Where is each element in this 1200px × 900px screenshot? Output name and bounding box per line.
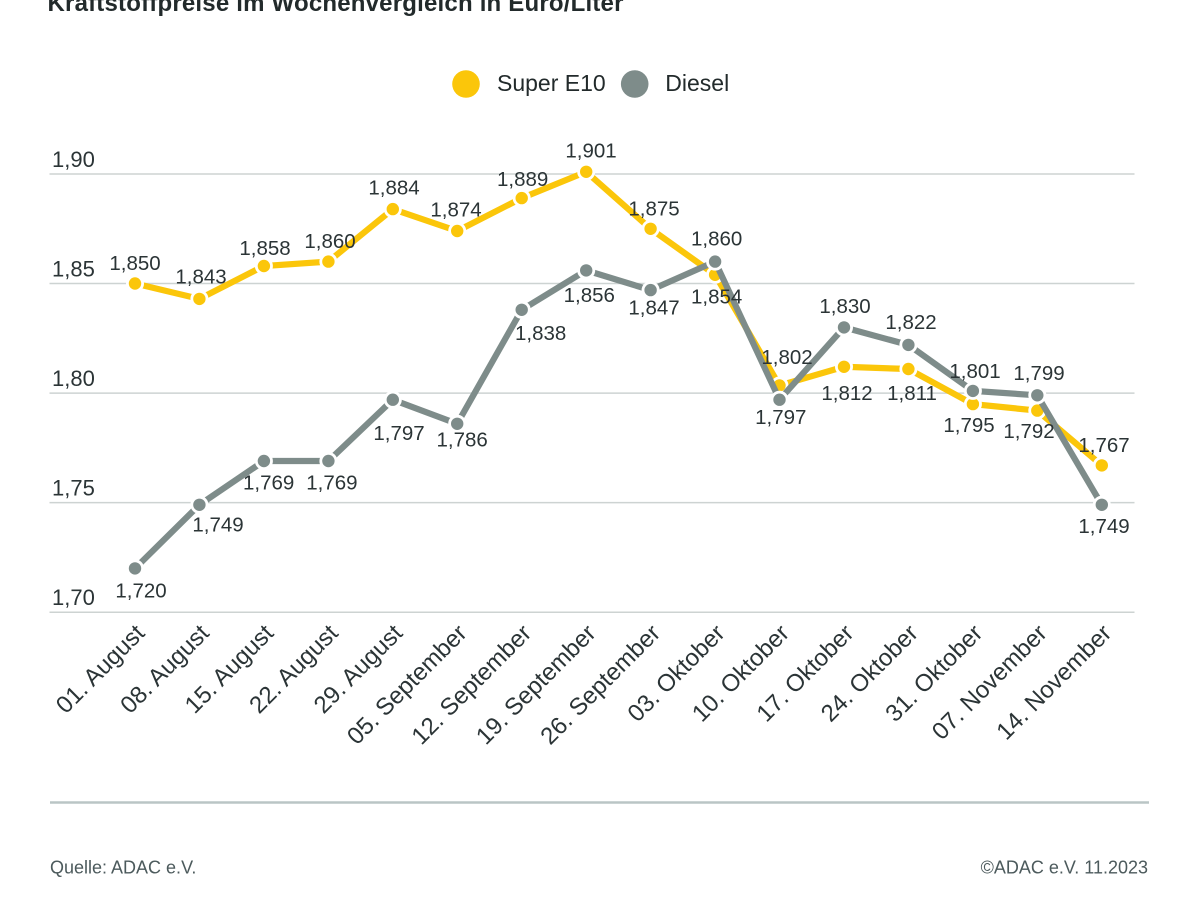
svg-text:1,850: 1,850 <box>109 252 160 275</box>
svg-text:©ADAC e.V. 11.2023: ©ADAC e.V. 11.2023 <box>981 858 1148 878</box>
svg-text:1,838: 1,838 <box>515 322 566 345</box>
svg-text:1,856: 1,856 <box>564 284 615 307</box>
svg-text:1,795: 1,795 <box>943 414 994 437</box>
svg-text:1,786: 1,786 <box>437 429 488 452</box>
svg-text:1,875: 1,875 <box>628 197 679 220</box>
svg-text:Quelle: ADAC e.V.: Quelle: ADAC e.V. <box>50 858 196 878</box>
svg-text:Super E10: Super E10 <box>497 70 606 96</box>
svg-text:1,854: 1,854 <box>691 285 742 308</box>
svg-text:1,811: 1,811 <box>887 382 937 405</box>
svg-text:1,797: 1,797 <box>755 406 806 429</box>
svg-text:1,85: 1,85 <box>52 257 95 282</box>
svg-text:Diesel: Diesel <box>665 70 729 96</box>
svg-text:Kraftstoffpreise im Wochenverg: Kraftstoffpreise im Wochenvergleich in E… <box>48 0 624 17</box>
svg-text:1,797: 1,797 <box>373 422 424 445</box>
svg-text:1,749: 1,749 <box>192 514 243 537</box>
svg-text:1,769: 1,769 <box>306 472 357 495</box>
svg-text:1,847: 1,847 <box>628 297 679 320</box>
svg-text:1,801: 1,801 <box>949 360 1000 383</box>
svg-text:1,874: 1,874 <box>430 199 481 222</box>
svg-text:1,767: 1,767 <box>1078 434 1129 457</box>
svg-text:1,70: 1,70 <box>52 585 95 610</box>
svg-text:1,792: 1,792 <box>1003 420 1054 443</box>
svg-text:1,843: 1,843 <box>175 266 226 289</box>
svg-text:1,860: 1,860 <box>691 228 742 251</box>
svg-text:1,889: 1,889 <box>497 168 548 191</box>
svg-text:1,80: 1,80 <box>52 366 95 391</box>
svg-text:1,802: 1,802 <box>761 346 812 369</box>
svg-text:1,858: 1,858 <box>239 237 290 260</box>
svg-text:1,860: 1,860 <box>304 230 355 253</box>
svg-text:1,90: 1,90 <box>52 147 95 172</box>
svg-text:1,812: 1,812 <box>821 382 872 405</box>
svg-text:1,769: 1,769 <box>243 472 294 495</box>
svg-text:1,901: 1,901 <box>565 140 616 163</box>
svg-text:1,749: 1,749 <box>1078 515 1129 538</box>
svg-text:1,830: 1,830 <box>819 295 870 318</box>
svg-text:1,75: 1,75 <box>52 476 95 501</box>
svg-text:1,799: 1,799 <box>1013 362 1064 385</box>
svg-text:1,884: 1,884 <box>368 177 419 200</box>
svg-text:1,822: 1,822 <box>885 311 936 334</box>
svg-text:1,720: 1,720 <box>115 580 166 603</box>
